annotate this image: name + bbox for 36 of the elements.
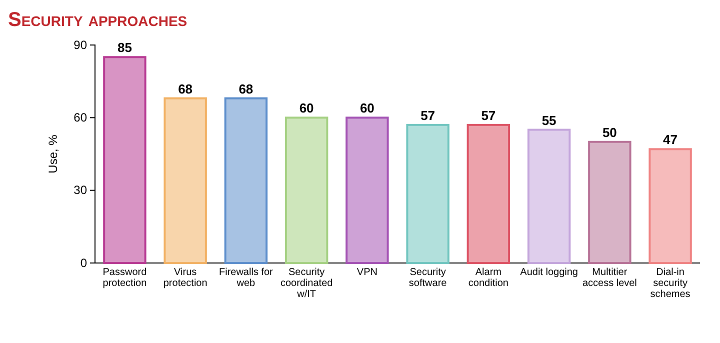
bar — [103, 56, 146, 264]
bar — [346, 116, 389, 264]
y-tick-label: 60 — [74, 110, 88, 125]
data-label: 50 — [602, 124, 617, 140]
y-tick-label: 30 — [74, 183, 88, 198]
bar — [648, 148, 692, 264]
chart-title: Security approaches — [8, 9, 188, 31]
data-label: 57 — [420, 108, 436, 123]
bar — [284, 116, 328, 264]
data-label: 68 — [178, 81, 193, 96]
x-tick-label: Alarm condition — [468, 267, 508, 289]
bar — [466, 124, 510, 264]
x-tick-label: VPN — [356, 267, 378, 278]
data-label: 85 — [117, 40, 132, 56]
x-tick-label: Virus protection — [163, 267, 208, 289]
x-tick-label: Firewalls for web — [218, 267, 274, 289]
data-label: 55 — [542, 112, 556, 128]
x-tick-label: Security software — [408, 267, 448, 289]
bar — [406, 124, 450, 264]
data-label: 60 — [299, 100, 314, 116]
data-label: 47 — [663, 132, 678, 148]
x-tick-label: Security coordinated w/IT — [280, 267, 333, 300]
y-tick-label: 0 — [80, 256, 88, 270]
x-tick-label: Password protection — [102, 267, 147, 289]
x-tick-label: Dial-in security schemes — [650, 267, 690, 300]
bar — [164, 97, 207, 264]
bar — [527, 128, 571, 264]
y-axis-title: Use, % — [46, 134, 60, 174]
data-label: 57 — [481, 108, 496, 123]
y-tick-label: 90 — [74, 38, 88, 52]
bar — [224, 97, 268, 264]
data-label: 60 — [360, 100, 374, 116]
x-tick-label: Multitier access level — [582, 267, 637, 289]
x-tick-label: Audit logging — [520, 267, 578, 278]
data-label: 68 — [238, 81, 254, 96]
bar — [588, 140, 632, 264]
